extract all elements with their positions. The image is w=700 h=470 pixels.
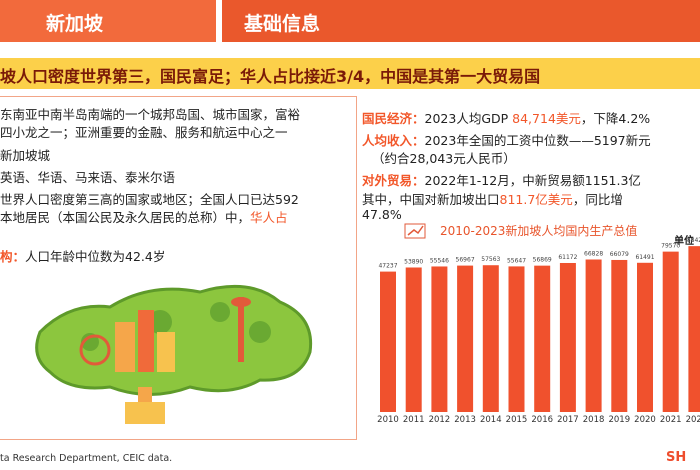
text-line: 四小龙之一；亚洲重要的金融、服务和航运中心之一	[0, 125, 288, 140]
bar	[457, 265, 474, 412]
trade-line: 47.8%	[362, 207, 402, 222]
x-tick-label: 2019	[608, 415, 630, 425]
value-label: 47237	[378, 263, 397, 270]
value-label: 57563	[481, 256, 500, 263]
text: 2023年全国的工资中位数——5197新元	[424, 133, 651, 148]
bar	[482, 265, 499, 412]
chart: 2010-2023新加坡人均国内生产总值 单位 47237 2010 53890 20…	[377, 223, 700, 425]
x-tick-label: 2017	[557, 415, 579, 425]
text-line: 东南亚中南半岛南端的一个城邦岛国、城市国家，富裕	[0, 107, 301, 122]
map-illustration	[35, 284, 313, 424]
text: 2022年1-12月，中新贸易额1151.3亿	[424, 173, 641, 188]
text: 2023人均GDP	[424, 111, 513, 126]
bar	[637, 262, 653, 412]
text: ，下降4.2%	[580, 111, 651, 126]
text: 其中，中国对新加坡出口	[362, 192, 500, 207]
income-line: （约合28,043元人民币）	[372, 151, 516, 166]
value-label: 79570	[661, 243, 680, 250]
bar	[585, 259, 602, 412]
bar	[662, 251, 679, 412]
text: 本地居民（本国公民及永久居民的总称）中，	[0, 210, 251, 225]
bar	[688, 246, 700, 412]
value-label: 61172	[558, 254, 577, 261]
highlight: 84,714美元	[512, 111, 581, 126]
label: 构：	[0, 249, 26, 264]
x-tick-label: 2015	[506, 415, 528, 425]
header-left	[0, 0, 216, 42]
text-line: 新加坡城	[0, 148, 51, 163]
value-label: 61491	[635, 254, 654, 261]
text: 人口年龄中位数为42.4岁	[25, 249, 166, 264]
bar	[431, 266, 448, 412]
x-tick-label: 2018	[583, 415, 605, 425]
bar	[405, 267, 422, 412]
text-line: 世界人口密度第三高的国家或地区；全国人口已达592	[0, 192, 299, 207]
logo: SH	[666, 450, 687, 465]
value-label: 53890	[404, 258, 423, 265]
value-label: 66828	[584, 250, 603, 257]
value-label: 56869	[533, 257, 552, 264]
x-tick-label: 2012	[429, 415, 451, 425]
text-line: 本地居民（本国公民及永久居民的总称）中，华人占	[0, 207, 288, 226]
x-tick-label: 2021	[660, 415, 682, 425]
bar	[380, 271, 396, 412]
value-label: 66079	[610, 251, 629, 258]
header-right	[222, 0, 700, 42]
highlight: 华人占	[250, 210, 288, 225]
label: 对外贸易：	[362, 173, 425, 188]
value-label: 55647	[507, 257, 526, 264]
value-label: 56967	[456, 257, 475, 264]
trade: 对外贸易：2022年1-12月，中新贸易额1151.3亿	[362, 170, 641, 189]
unit-label: 单位	[674, 234, 694, 247]
bar	[559, 262, 576, 412]
x-tick-label: 2022	[686, 415, 700, 425]
economy: 国民经济：2023人均GDP 84,714美元，下降4.2%	[362, 108, 650, 127]
header-title: 新加坡	[46, 13, 104, 35]
chart-icon	[407, 225, 424, 236]
bar	[508, 266, 525, 412]
trade-line: 其中，中国对新加坡出口811.7亿美元，同比增	[362, 189, 623, 208]
highlight: 811.7亿美元	[499, 192, 573, 207]
footer-source: ta Research Department, CEIC data.	[0, 453, 173, 464]
x-tick-label: 2010	[377, 415, 399, 425]
bar	[611, 259, 628, 412]
income: 人均收入：2023年全国的工资中位数——5197新元	[362, 130, 651, 149]
value-label: 55546	[430, 257, 449, 264]
text-line: 构：人口年龄中位数为42.4岁	[0, 246, 165, 265]
text-line: 英语、华语、马来语、泰米尔语	[0, 170, 176, 185]
label: 国民经济：	[362, 111, 425, 126]
x-tick-label: 2011	[403, 415, 425, 425]
x-tick-label: 2016	[531, 415, 553, 425]
x-tick-label: 2013	[454, 415, 476, 425]
value-label: 88429	[687, 237, 700, 244]
bar	[534, 265, 551, 412]
left-panel	[0, 96, 357, 440]
label: 人均收入：	[362, 133, 425, 148]
text: ，同比增	[572, 192, 623, 207]
banner-bg	[0, 58, 700, 89]
x-tick-label: 2020	[634, 415, 656, 425]
banner: 坡人口密度世界第三，国民富足；华人占比接近3/4，中国是其第一大贸易国	[0, 67, 541, 86]
header-section: 基础信息	[244, 13, 321, 35]
chart-title: 2010-2023新加坡人均国内生产总值	[440, 223, 637, 238]
x-tick-label: 2014	[480, 415, 502, 425]
